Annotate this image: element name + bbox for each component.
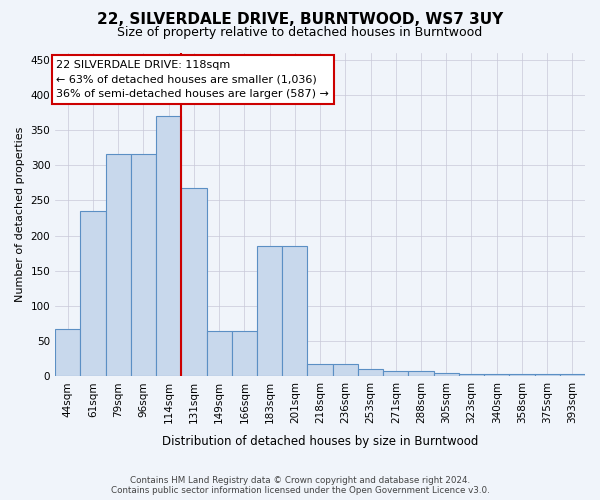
X-axis label: Distribution of detached houses by size in Burntwood: Distribution of detached houses by size … xyxy=(162,434,478,448)
Bar xyxy=(409,371,434,376)
Bar xyxy=(156,116,181,376)
Bar xyxy=(307,364,332,376)
Bar xyxy=(106,154,131,376)
Bar xyxy=(282,246,307,376)
Bar xyxy=(55,328,80,376)
Bar xyxy=(257,246,282,376)
Bar xyxy=(560,374,585,376)
Text: 22 SILVERDALE DRIVE: 118sqm
← 63% of detached houses are smaller (1,036)
36% of : 22 SILVERDALE DRIVE: 118sqm ← 63% of det… xyxy=(56,60,329,99)
Bar xyxy=(131,154,156,376)
Bar xyxy=(80,211,106,376)
Text: Size of property relative to detached houses in Burntwood: Size of property relative to detached ho… xyxy=(118,26,482,39)
Bar xyxy=(535,374,560,376)
Bar xyxy=(383,371,409,376)
Bar xyxy=(509,374,535,376)
Bar xyxy=(434,373,459,376)
Text: 22, SILVERDALE DRIVE, BURNTWOOD, WS7 3UY: 22, SILVERDALE DRIVE, BURNTWOOD, WS7 3UY xyxy=(97,12,503,26)
Text: Contains HM Land Registry data © Crown copyright and database right 2024.
Contai: Contains HM Land Registry data © Crown c… xyxy=(110,476,490,495)
Bar xyxy=(358,370,383,376)
Bar xyxy=(206,330,232,376)
Bar xyxy=(484,374,509,376)
Y-axis label: Number of detached properties: Number of detached properties xyxy=(15,127,25,302)
Bar xyxy=(332,364,358,376)
Bar xyxy=(181,188,206,376)
Bar xyxy=(232,330,257,376)
Bar xyxy=(459,374,484,376)
